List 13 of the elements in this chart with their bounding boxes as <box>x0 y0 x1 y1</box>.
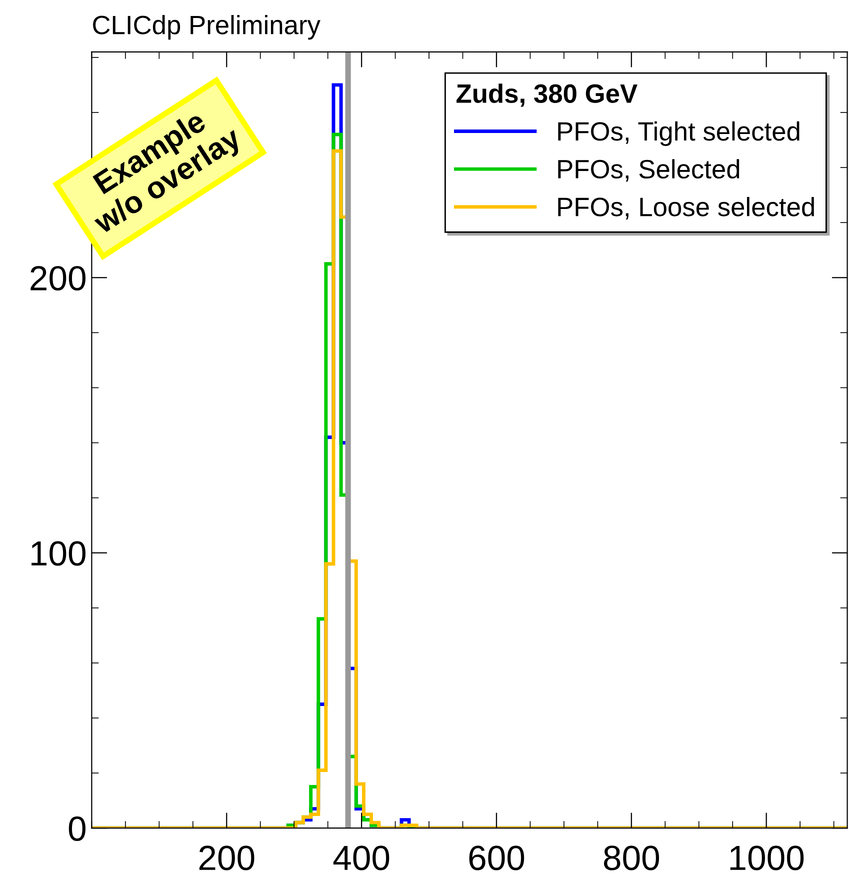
legend-label: PFOs, Selected <box>558 159 740 182</box>
y-tick-label: 100 <box>32 541 86 566</box>
legend-title: Zuds, 380 GeV <box>456 84 638 107</box>
legend-label: PFOs, Loose selected <box>558 196 814 220</box>
x-tick-label: 400 <box>333 846 390 870</box>
x-tick-label: 1000 <box>730 846 804 870</box>
chart-title: CLICdp Preliminary <box>93 15 320 40</box>
y-tick-label: 0 <box>68 816 86 842</box>
x-tick-label: 800 <box>604 846 660 870</box>
y-tick-label: 200 <box>30 266 86 291</box>
x-tick-label: 600 <box>469 846 524 870</box>
legend-label: PFOs, Tight selected <box>558 121 800 146</box>
x-tick-label: 200 <box>199 846 254 870</box>
